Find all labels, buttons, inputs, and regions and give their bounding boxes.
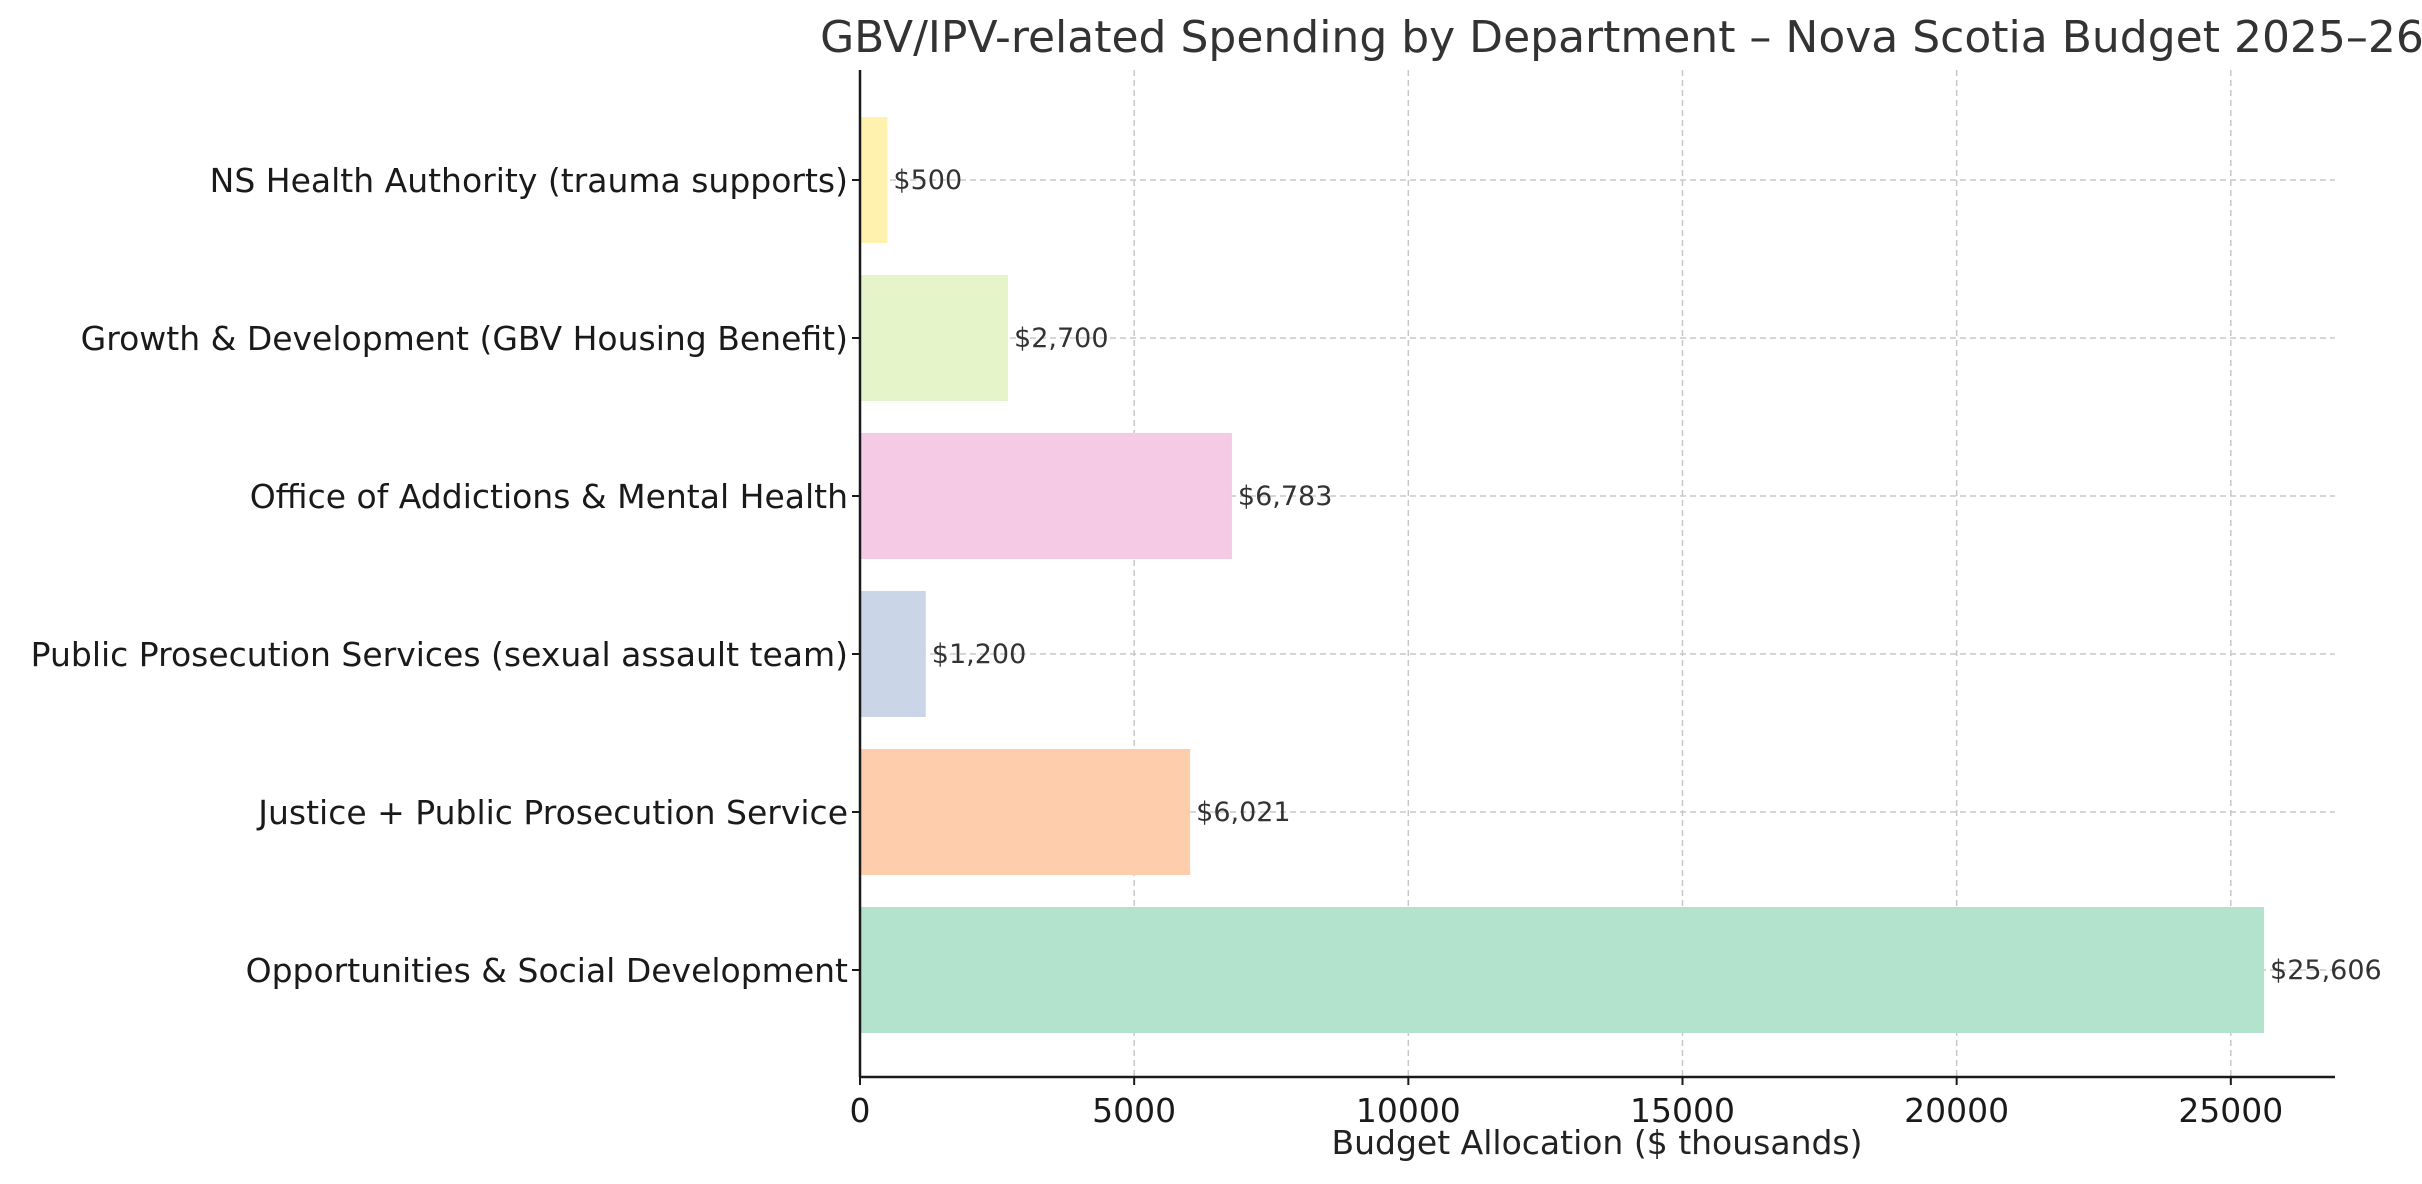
data-label: $500 xyxy=(893,165,962,196)
category-label: Growth & Development (GBV Housing Benefi… xyxy=(81,319,848,358)
category-label: Public Prosecution Services (sexual assa… xyxy=(31,635,848,674)
x-tick-label: 10000 xyxy=(1356,1091,1461,1130)
x-tick-label: 20000 xyxy=(1904,1091,2009,1130)
bar xyxy=(860,591,926,717)
x-tick-label: 15000 xyxy=(1630,1091,1735,1130)
data-label: $6,783 xyxy=(1238,481,1332,512)
x-tick-label: 5000 xyxy=(1092,1091,1176,1130)
bar xyxy=(860,749,1191,875)
bar xyxy=(860,275,1009,401)
x-tick-label: 0 xyxy=(850,1091,871,1130)
data-label: $6,021 xyxy=(1196,797,1290,828)
x-axis-label: Budget Allocation ($ thousands) xyxy=(1331,1123,1862,1162)
category-label: Office of Addictions & Mental Health xyxy=(250,477,848,516)
bar xyxy=(860,117,888,243)
bar xyxy=(860,907,2265,1033)
data-label: $1,200 xyxy=(932,639,1026,670)
data-label: $2,700 xyxy=(1014,323,1108,354)
data-label: $25,606 xyxy=(2270,955,2382,986)
x-tick-label: 25000 xyxy=(2178,1091,2283,1130)
bar-layer: $25,606 $6,021 $1,200 $6,783 $2,700 $500 xyxy=(860,117,2382,1033)
chart-title: GBV/IPV-related Spending by Department –… xyxy=(820,12,2422,63)
category-label: Opportunities & Social Development xyxy=(246,951,848,990)
bar xyxy=(860,433,1232,559)
category-label: NS Health Authority (trauma supports) xyxy=(210,161,848,200)
axis-layer: 0 5000 10000 15000 20000 25000 Opportunities &… xyxy=(31,70,2335,1130)
category-label: Justice + Public Prosecution Service xyxy=(256,793,848,832)
